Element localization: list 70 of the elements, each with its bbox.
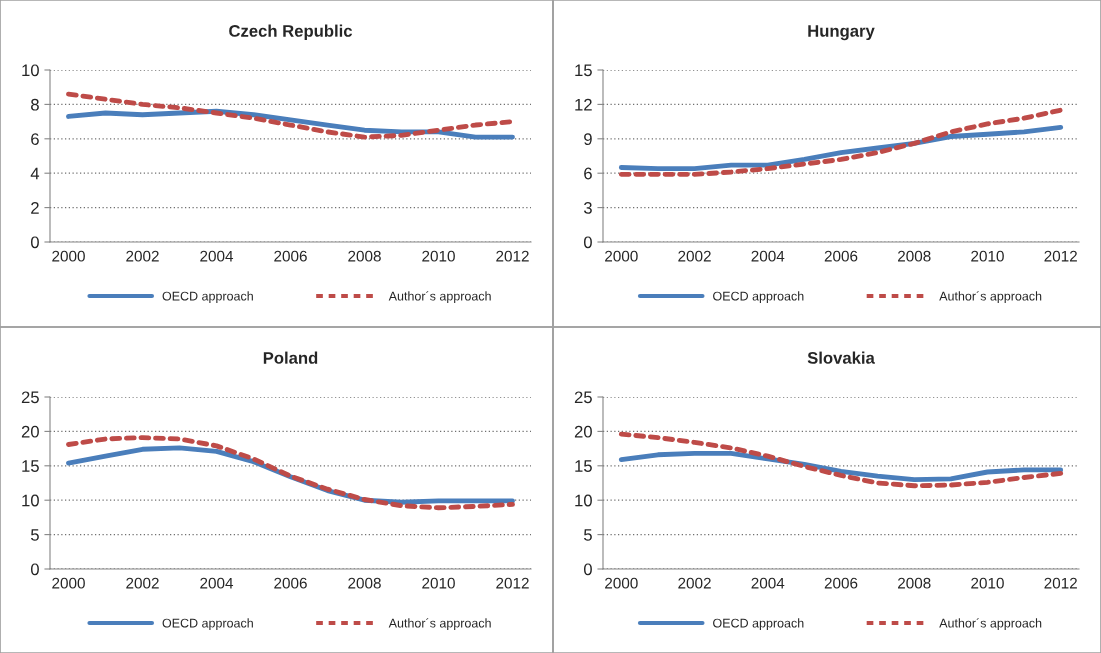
line-series xyxy=(66,435,515,511)
y-tick-label: 8 xyxy=(31,98,39,111)
x-tick-label: 2000 xyxy=(605,577,638,589)
x-tick-label: 2000 xyxy=(52,250,85,262)
legend-label: Author´s approach xyxy=(388,291,491,303)
x-tick-label: 2000 xyxy=(52,577,85,589)
y-tick-label: 2 xyxy=(31,202,39,214)
x-tick-label: 2002 xyxy=(126,250,159,262)
x-tick-label: 2006 xyxy=(274,250,307,262)
chart-title: Czech Republic xyxy=(229,24,353,41)
x-tick-label: 2004 xyxy=(200,250,234,262)
x-tick-label: 2012 xyxy=(1044,250,1077,262)
y-tick-label: 20 xyxy=(21,425,39,438)
y-tick-label: 15 xyxy=(575,64,592,77)
x-tick-label: 2000 xyxy=(605,250,638,262)
legend-label: Author´s approach xyxy=(388,618,491,630)
line-series xyxy=(618,107,1064,177)
chart-title: Hungary xyxy=(808,25,875,41)
line-series xyxy=(618,450,1064,482)
y-tick-label: 5 xyxy=(30,529,39,541)
x-tick-label: 2006 xyxy=(824,577,858,589)
chart-title: Poland xyxy=(263,351,318,364)
x-tick-label: 2002 xyxy=(678,577,711,589)
y-tick-label: 15 xyxy=(22,460,39,472)
x-tick-label: 2008 xyxy=(898,577,931,589)
y-tick-label: 0 xyxy=(30,563,39,576)
x-tick-label: 2010 xyxy=(422,250,455,262)
y-tick-label: 0 xyxy=(583,563,592,576)
x-tick-label: 2012 xyxy=(496,250,529,262)
y-tick-label: 15 xyxy=(575,460,592,472)
legend-label: Author´s approach xyxy=(939,618,1042,630)
x-tick-label: 2004 xyxy=(200,577,234,589)
legend-label: OECD approach xyxy=(162,618,253,630)
y-tick-label: 9 xyxy=(584,133,592,145)
legend-label: OECD approach xyxy=(713,291,804,303)
x-tick-label: 2006 xyxy=(824,250,858,262)
y-tick-label: 10 xyxy=(575,494,592,507)
chart-title: Slovakia xyxy=(807,351,875,364)
line-series xyxy=(618,431,1064,489)
x-tick-label: 2004 xyxy=(751,577,785,589)
y-tick-label: 12 xyxy=(575,98,592,111)
x-tick-label: 2010 xyxy=(971,577,1004,589)
x-tick-label: 2006 xyxy=(274,577,307,589)
x-tick-label: 2008 xyxy=(348,577,381,589)
y-tick-label: 4 xyxy=(30,167,40,180)
line-series xyxy=(66,91,515,140)
legend-label: OECD approach xyxy=(713,618,804,630)
y-tick-label: 10 xyxy=(22,494,39,507)
x-tick-label: 2004 xyxy=(751,250,785,262)
y-tick-label: 5 xyxy=(583,529,592,541)
y-tick-label: 6 xyxy=(584,167,592,180)
x-tick-label: 2002 xyxy=(678,250,711,262)
y-tick-label: 25 xyxy=(574,391,592,404)
y-tick-label: 25 xyxy=(21,391,39,404)
x-tick-label: 2012 xyxy=(1044,577,1077,589)
y-tick-label: 0 xyxy=(583,236,592,249)
legend-label: Author´s approach xyxy=(939,291,1042,303)
x-tick-label: 2012 xyxy=(496,577,529,589)
x-tick-label: 2008 xyxy=(348,250,381,262)
y-tick-label: 3 xyxy=(583,202,592,214)
legend-label: OECD approach xyxy=(162,291,253,303)
y-tick-label: 20 xyxy=(574,425,592,438)
x-tick-label: 2010 xyxy=(971,250,1004,262)
x-tick-label: 2002 xyxy=(126,577,159,589)
x-tick-label: 2010 xyxy=(422,577,455,589)
x-tick-label: 2008 xyxy=(898,250,931,262)
y-tick-label: 0 xyxy=(30,236,39,249)
y-tick-label: 6 xyxy=(31,133,39,145)
line-series xyxy=(618,124,1064,172)
y-tick-label: 10 xyxy=(22,64,39,77)
